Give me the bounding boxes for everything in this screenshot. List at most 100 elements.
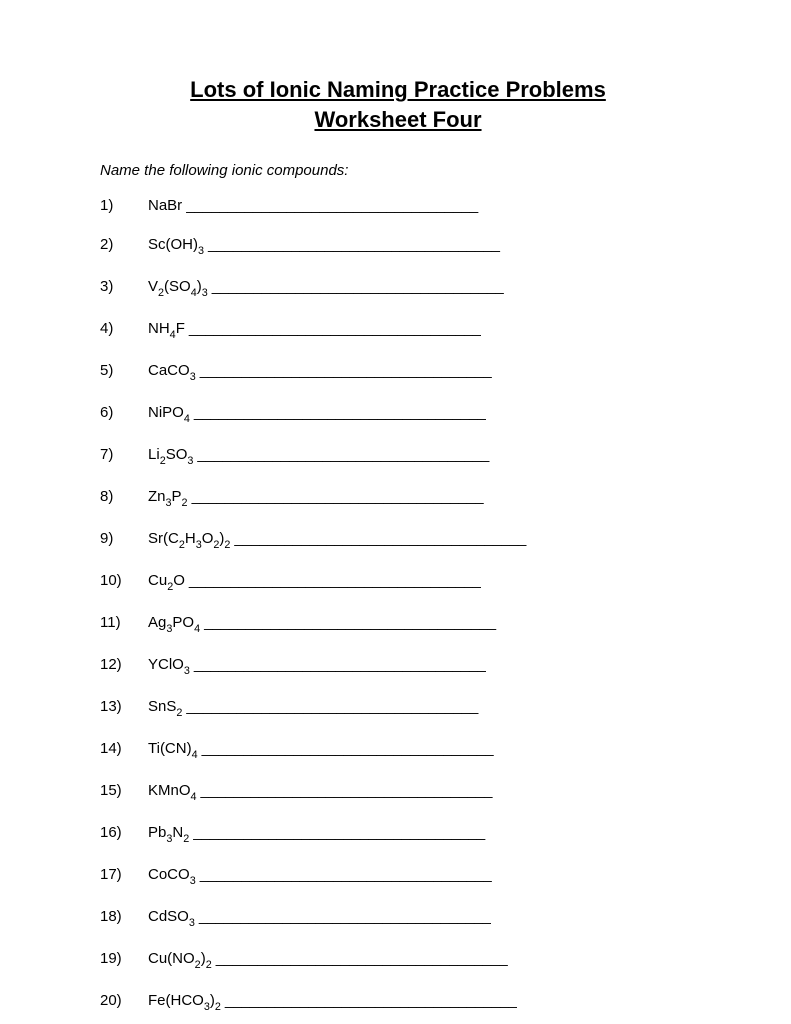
problem-row: 2)Sc(OH)3 ______________________________… [100,236,696,256]
subscript: 2 [195,959,201,971]
problem-row: 7)Li2SO3 _______________________________… [100,446,696,466]
answer-blank: ___________________________________ [199,908,491,925]
answer-blank: ___________________________________ [201,782,493,799]
subscript: 4 [184,413,190,425]
problem-row: 15)KMnO4 _______________________________… [100,782,696,802]
problem-number: 10) [100,572,148,589]
chemical-formula: NiPO4 [148,404,190,424]
problem-list: 1)NaBr _________________________________… [100,197,696,1012]
problem-number: 4) [100,320,148,337]
chemical-formula: Fe(HCO3)2 [148,992,221,1012]
answer-blank: ___________________________________ [189,572,481,589]
chemical-formula: YClO3 [148,656,190,676]
problem-row: 6)NiPO4 ________________________________… [100,404,696,424]
instruction-text: Name the following ionic compounds: [100,162,696,179]
title-line-1: Lots of Ionic Naming Practice Problems [190,77,606,102]
chemical-formula: SnS2 [148,698,182,718]
problem-number: 11) [100,614,148,631]
subscript: 4 [194,623,200,635]
chemical-formula: V2(SO4)3 [148,278,208,298]
chemical-formula: Pb3N2 [148,824,189,844]
problem-number: 20) [100,992,148,1009]
subscript: 3 [166,497,172,509]
chemical-formula: Zn3P2 [148,488,188,508]
answer-blank: ___________________________________ [189,320,481,337]
answer-blank: ___________________________________ [194,404,486,421]
problem-number: 7) [100,446,148,463]
problem-number: 18) [100,908,148,925]
subscript: 3 [198,245,204,257]
subscript: 4 [170,329,176,341]
chemical-formula: Ti(CN)4 [148,740,198,760]
problem-number: 16) [100,824,148,841]
subscript: 2 [167,581,173,593]
subscript: 3 [166,623,172,635]
problem-row: 4)NH4F _________________________________… [100,320,696,340]
answer-blank: ___________________________________ [204,614,496,631]
problem-row: 17)CoCO3 _______________________________… [100,866,696,886]
problem-row: 9)Sr(C2H3O2)2 __________________________… [100,530,696,550]
problem-number: 8) [100,488,148,505]
chemical-formula: Sr(C2H3O2)2 [148,530,230,550]
problem-number: 3) [100,278,148,295]
page-title: Lots of Ionic Naming Practice Problems W… [100,75,696,134]
problem-row: 19)Cu(NO2)2 ____________________________… [100,950,696,970]
problem-row: 16)Pb3N2 _______________________________… [100,824,696,844]
problem-number: 1) [100,197,148,214]
answer-blank: ___________________________________ [200,362,492,379]
subscript: 2 [213,539,219,551]
problem-number: 14) [100,740,148,757]
subscript: 4 [191,791,197,803]
chemical-formula: Sc(OH)3 [148,236,204,256]
chemical-formula: Li2SO3 [148,446,193,466]
problem-number: 5) [100,362,148,379]
answer-blank: ___________________________________ [208,236,500,253]
subscript: 2 [160,455,166,467]
problem-number: 6) [100,404,148,421]
answer-blank: ___________________________________ [186,698,478,715]
subscript: 2 [176,707,182,719]
answer-blank: ___________________________________ [216,950,508,967]
problem-row: 11)Ag3PO4 ______________________________… [100,614,696,634]
answer-blank: ___________________________________ [200,866,492,883]
problem-number: 9) [100,530,148,547]
subscript: 3 [190,371,196,383]
subscript: 3 [204,1001,210,1013]
chemical-formula: Ag3PO4 [148,614,200,634]
answer-blank: ___________________________________ [225,992,517,1009]
subscript: 3 [166,833,172,845]
chemical-formula: CaCO3 [148,362,196,382]
subscript: 4 [192,749,198,761]
chemical-formula: KMnO4 [148,782,197,802]
subscript: 4 [191,287,197,299]
problem-row: 1)NaBr _________________________________… [100,197,696,214]
answer-blank: ___________________________________ [234,530,526,547]
chemical-formula: Cu2O [148,572,185,592]
subscript: 3 [190,875,196,887]
problem-row: 18)CdSO3 _______________________________… [100,908,696,928]
answer-blank: ___________________________________ [194,656,486,673]
problem-number: 12) [100,656,148,673]
subscript: 3 [184,665,190,677]
problem-number: 13) [100,698,148,715]
problem-row: 14)Ti(CN)4 _____________________________… [100,740,696,760]
subscript: 2 [182,497,188,509]
subscript: 3 [202,287,208,299]
chemical-formula: CdSO3 [148,908,195,928]
subscript: 2 [206,959,212,971]
problem-number: 15) [100,782,148,799]
subscript: 3 [196,539,202,551]
problem-row: 8)Zn3P2 ________________________________… [100,488,696,508]
chemical-formula: NH4F [148,320,185,340]
problem-row: 12)YClO3 _______________________________… [100,656,696,676]
problem-row: 3)V2(SO4)3 _____________________________… [100,278,696,298]
chemical-formula: CoCO3 [148,866,196,886]
subscript: 3 [187,455,193,467]
problem-number: 19) [100,950,148,967]
chemical-formula: Cu(NO2)2 [148,950,212,970]
problem-number: 17) [100,866,148,883]
subscript: 2 [179,539,185,551]
worksheet-page: Lots of Ionic Naming Practice Problems W… [0,0,791,1024]
subscript: 2 [224,539,230,551]
answer-blank: ___________________________________ [197,446,489,463]
